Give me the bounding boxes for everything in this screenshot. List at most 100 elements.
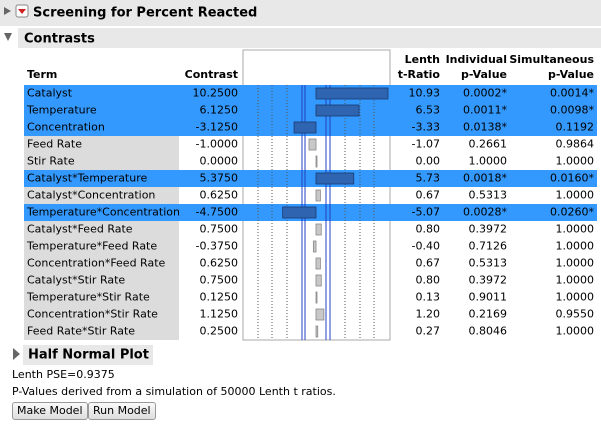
individual-p: 0.0138* bbox=[463, 121, 507, 134]
individual-p: 0.0011* bbox=[463, 104, 507, 117]
individual-p: 0.8046 bbox=[469, 325, 508, 338]
term: Temperature*Feed Rate bbox=[26, 240, 157, 253]
note: P-Values derived from a simulation of 50… bbox=[12, 385, 336, 398]
t-ratio: 10.93 bbox=[409, 87, 441, 100]
t-ratio: 5.73 bbox=[416, 172, 441, 185]
section-title: Contrasts bbox=[24, 32, 95, 47]
term: Catalyst*Stir Rate bbox=[27, 274, 125, 287]
contrast: 1.1250 bbox=[200, 308, 239, 321]
individual-p: 0.0018* bbox=[463, 172, 507, 185]
t-ratio: 0.80 bbox=[416, 274, 441, 287]
column-header: Term bbox=[27, 68, 57, 81]
simultaneous-p: 0.9550 bbox=[556, 308, 595, 321]
contrast-bar bbox=[315, 308, 325, 321]
term: Concentration bbox=[27, 121, 105, 134]
row-highlight bbox=[24, 85, 597, 102]
column-header: Lenth bbox=[405, 53, 440, 66]
contrast-bar bbox=[315, 87, 389, 100]
title-bar bbox=[0, 0, 601, 26]
term: Catalyst bbox=[27, 87, 73, 100]
contrast-bar bbox=[315, 155, 318, 168]
t-ratio: -1.07 bbox=[412, 138, 440, 151]
contrast-bar bbox=[315, 104, 360, 117]
contrast: 0.0000 bbox=[200, 155, 239, 168]
t-ratio: -0.40 bbox=[412, 240, 440, 253]
t-ratio: 0.13 bbox=[416, 291, 441, 304]
contrast-bar bbox=[293, 121, 317, 134]
t-ratio: 0.00 bbox=[416, 155, 441, 168]
t-ratio: -5.07 bbox=[412, 206, 440, 219]
individual-p: 0.5313 bbox=[469, 189, 508, 202]
make-model-button[interactable]: Make Model bbox=[12, 402, 88, 420]
individual-p: 0.2661 bbox=[469, 138, 508, 151]
simultaneous-p: 1.0000 bbox=[556, 189, 595, 202]
contrast: 0.6250 bbox=[200, 189, 239, 202]
contrast: 5.3750 bbox=[200, 172, 239, 185]
term: Temperature*Stir Rate bbox=[26, 291, 150, 304]
t-ratio: 6.53 bbox=[416, 104, 441, 117]
simultaneous-p: 1.0000 bbox=[556, 274, 595, 287]
individual-p: 0.9011 bbox=[469, 291, 508, 304]
note: Lenth PSE=0.9375 bbox=[12, 368, 115, 381]
individual-p: 0.3972 bbox=[469, 274, 508, 287]
term: Stir Rate bbox=[27, 155, 75, 168]
term: Catalyst*Feed Rate bbox=[27, 223, 133, 236]
contrast: 0.2500 bbox=[200, 325, 239, 338]
simultaneous-p: 1.0000 bbox=[556, 155, 595, 168]
table-header bbox=[24, 50, 597, 85]
disclosure-icon[interactable] bbox=[13, 348, 20, 360]
t-ratio: 0.27 bbox=[416, 325, 441, 338]
run-model-button[interactable]: Run Model bbox=[88, 402, 156, 420]
t-ratio: 0.80 bbox=[416, 223, 441, 236]
contrast: -3.1250 bbox=[196, 121, 238, 134]
term: Catalyst*Concentration bbox=[27, 189, 155, 202]
section-bar bbox=[23, 345, 153, 365]
term: Feed Rate*Stir Rate bbox=[27, 325, 135, 338]
simultaneous-p: 0.0160* bbox=[550, 172, 594, 185]
individual-p: 0.0002* bbox=[463, 87, 507, 100]
contrast-bar bbox=[312, 240, 317, 253]
column-header: Simultaneous bbox=[509, 53, 594, 66]
individual-p: 0.2169 bbox=[469, 308, 508, 321]
term: Feed Rate bbox=[27, 138, 82, 151]
contrast-bar bbox=[315, 223, 322, 236]
t-ratio: 0.67 bbox=[416, 257, 441, 270]
contrast: 0.7500 bbox=[200, 223, 239, 236]
t-ratio: 0.67 bbox=[416, 189, 441, 202]
contrast-bar bbox=[315, 257, 321, 270]
term: Temperature bbox=[26, 104, 97, 117]
individual-p: 1.0000 bbox=[469, 155, 508, 168]
contrast-bar bbox=[282, 206, 317, 219]
term: Concentration*Stir Rate bbox=[27, 308, 158, 321]
report-title: Screening for Percent Reacted bbox=[33, 6, 257, 21]
contrast-bar bbox=[315, 172, 355, 185]
column-header: t-Ratio bbox=[398, 68, 441, 81]
t-ratio: -3.33 bbox=[412, 121, 440, 134]
contrast-bar bbox=[315, 274, 322, 287]
row-highlight bbox=[24, 102, 597, 119]
column-header: p-Value bbox=[461, 68, 507, 81]
menu-arrow bbox=[18, 9, 26, 14]
contrast: 10.2500 bbox=[193, 87, 239, 100]
contrast-bar bbox=[308, 138, 317, 151]
contrast-bar bbox=[315, 325, 319, 338]
simultaneous-p: 0.0260* bbox=[550, 206, 594, 219]
contrast-bar bbox=[315, 291, 318, 304]
simultaneous-p: 1.0000 bbox=[556, 257, 595, 270]
simultaneous-p: 1.0000 bbox=[556, 291, 595, 304]
row-highlight bbox=[24, 170, 597, 187]
term: Concentration*Feed Rate bbox=[27, 257, 166, 270]
disclosure-icon[interactable] bbox=[4, 33, 12, 41]
simultaneous-p: 0.0014* bbox=[550, 87, 594, 100]
column-header: Individual bbox=[446, 53, 507, 66]
contrast: -0.3750 bbox=[196, 240, 238, 253]
contrast: -4.7500 bbox=[196, 206, 238, 219]
term: Temperature*Concentration bbox=[26, 206, 180, 219]
term: Catalyst*Temperature bbox=[27, 172, 147, 185]
column-header: p-Value bbox=[548, 68, 594, 81]
contrast: 0.6250 bbox=[200, 257, 239, 270]
contrast: -1.0000 bbox=[196, 138, 238, 151]
simultaneous-p: 1.0000 bbox=[556, 240, 595, 253]
disclosure-icon[interactable] bbox=[4, 7, 11, 15]
